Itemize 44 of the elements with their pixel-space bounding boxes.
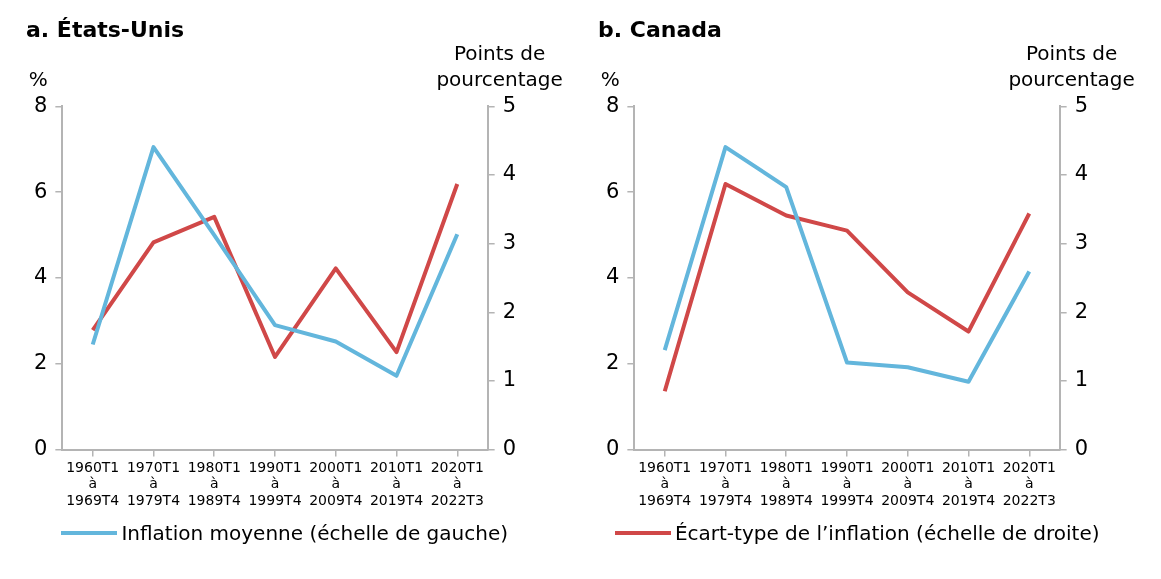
y2-tick-label: 3 [502, 230, 517, 255]
x-tick-label: 1970T1 à 1979T4 [126, 458, 181, 509]
x-tick-label: 1990T1 à 1999T4 [820, 458, 874, 509]
x-tick-label: 1980T1 à 1989T4 [759, 458, 813, 509]
y-axis-title: % [600, 66, 620, 91]
x-tick-label: 1980T1 à 1989T4 [187, 458, 241, 509]
y2-tick-label: 4 [1074, 161, 1089, 186]
y2-tick-label: 5 [1074, 92, 1089, 117]
y2-tick-label: 2 [502, 298, 517, 323]
y-tick-label: 6 [605, 178, 620, 203]
y-tick-label: 4 [605, 264, 620, 289]
y-tick-label: 6 [33, 178, 48, 203]
y2-tick-label: 0 [1074, 436, 1089, 461]
x-tick-label: 1970T1 à 1979T4 [698, 458, 753, 509]
y2-tick-label: 3 [1074, 230, 1089, 255]
x-tick-label: 2020T1 à 2022T3 [430, 458, 484, 509]
y2-tick-label: 1 [1074, 367, 1089, 392]
y-tick-label: 4 [33, 264, 48, 289]
x-tick-label: 2010T1 à 2019T4 [941, 458, 996, 509]
legend-label: Écart-type de l’inflation (échelle de droite) [674, 521, 1100, 545]
y-tick-label: 8 [605, 92, 620, 117]
x-tick-label: 2010T1 à 2019T4 [369, 458, 424, 509]
x-tick-label: 2000T1 à 2009T4 [309, 458, 363, 509]
y-tick-label: 8 [33, 92, 48, 117]
y-tick-label: 0 [33, 436, 48, 461]
x-tick-label: 1990T1 à 1999T4 [248, 458, 302, 509]
y-tick-label: 2 [605, 350, 620, 375]
y2-axis-title: Points de pourcentage [436, 40, 563, 91]
y2-tick-label: 5 [502, 92, 517, 117]
x-tick-label: 1960T1 à 1969T4 [638, 458, 692, 509]
y2-tick-label: 0 [502, 436, 517, 461]
y2-tick-label: 1 [502, 367, 517, 392]
y-tick-label: 2 [33, 350, 48, 375]
x-tick-label: 1960T1 à 1969T4 [66, 458, 120, 509]
chart-title: a. États-Unis [26, 16, 185, 42]
y2-axis-title: Points de pourcentage [1008, 40, 1135, 91]
x-tick-label: 2000T1 à 2009T4 [881, 458, 935, 509]
x-tick-label: 2020T1 à 2022T3 [1002, 458, 1056, 509]
legend-label: Inflation moyenne (échelle de gauche) [121, 521, 509, 545]
chart-title: b. Canada [598, 16, 722, 42]
y-tick-label: 0 [605, 436, 620, 461]
y2-tick-label: 2 [1074, 298, 1089, 323]
y2-tick-label: 4 [502, 161, 517, 186]
y-axis-title: % [28, 66, 48, 91]
